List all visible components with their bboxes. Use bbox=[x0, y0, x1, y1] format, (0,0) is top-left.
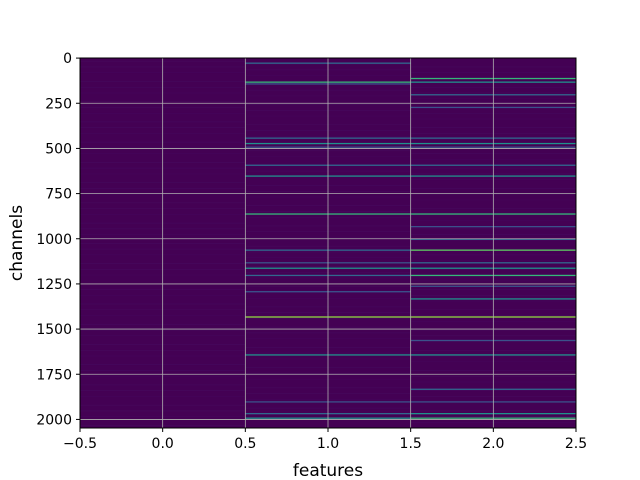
x-axis-label: features bbox=[293, 461, 363, 480]
y-tick-label: 500 bbox=[45, 141, 72, 157]
y-tick-label: 0 bbox=[63, 51, 72, 67]
y-tick-label: 1750 bbox=[36, 367, 72, 383]
x-tick-label: 2.5 bbox=[565, 436, 587, 452]
y-tick-label: 1000 bbox=[36, 232, 72, 248]
x-tick-label: 2.0 bbox=[482, 436, 504, 452]
y-axis-ticks: 0 250 500 750 1000 1250 1500 1750 2000 bbox=[36, 51, 80, 428]
x-tick-label: 1.5 bbox=[400, 436, 422, 452]
y-tick-label: 2000 bbox=[36, 412, 72, 428]
x-tick-label: 0.5 bbox=[234, 436, 256, 452]
y-axis-label: channels bbox=[7, 205, 27, 281]
x-tick-label: 0.0 bbox=[152, 436, 174, 452]
x-tick-label: 1.0 bbox=[317, 436, 339, 452]
y-tick-label: 750 bbox=[45, 187, 72, 203]
x-tick-label: −0.5 bbox=[63, 436, 97, 452]
x-axis-ticks: −0.5 0.0 0.5 1.0 1.5 2.0 2.5 bbox=[63, 428, 587, 452]
y-tick-label: 250 bbox=[45, 96, 72, 112]
y-tick-label: 1500 bbox=[36, 322, 72, 338]
y-tick-label: 1250 bbox=[36, 277, 72, 293]
